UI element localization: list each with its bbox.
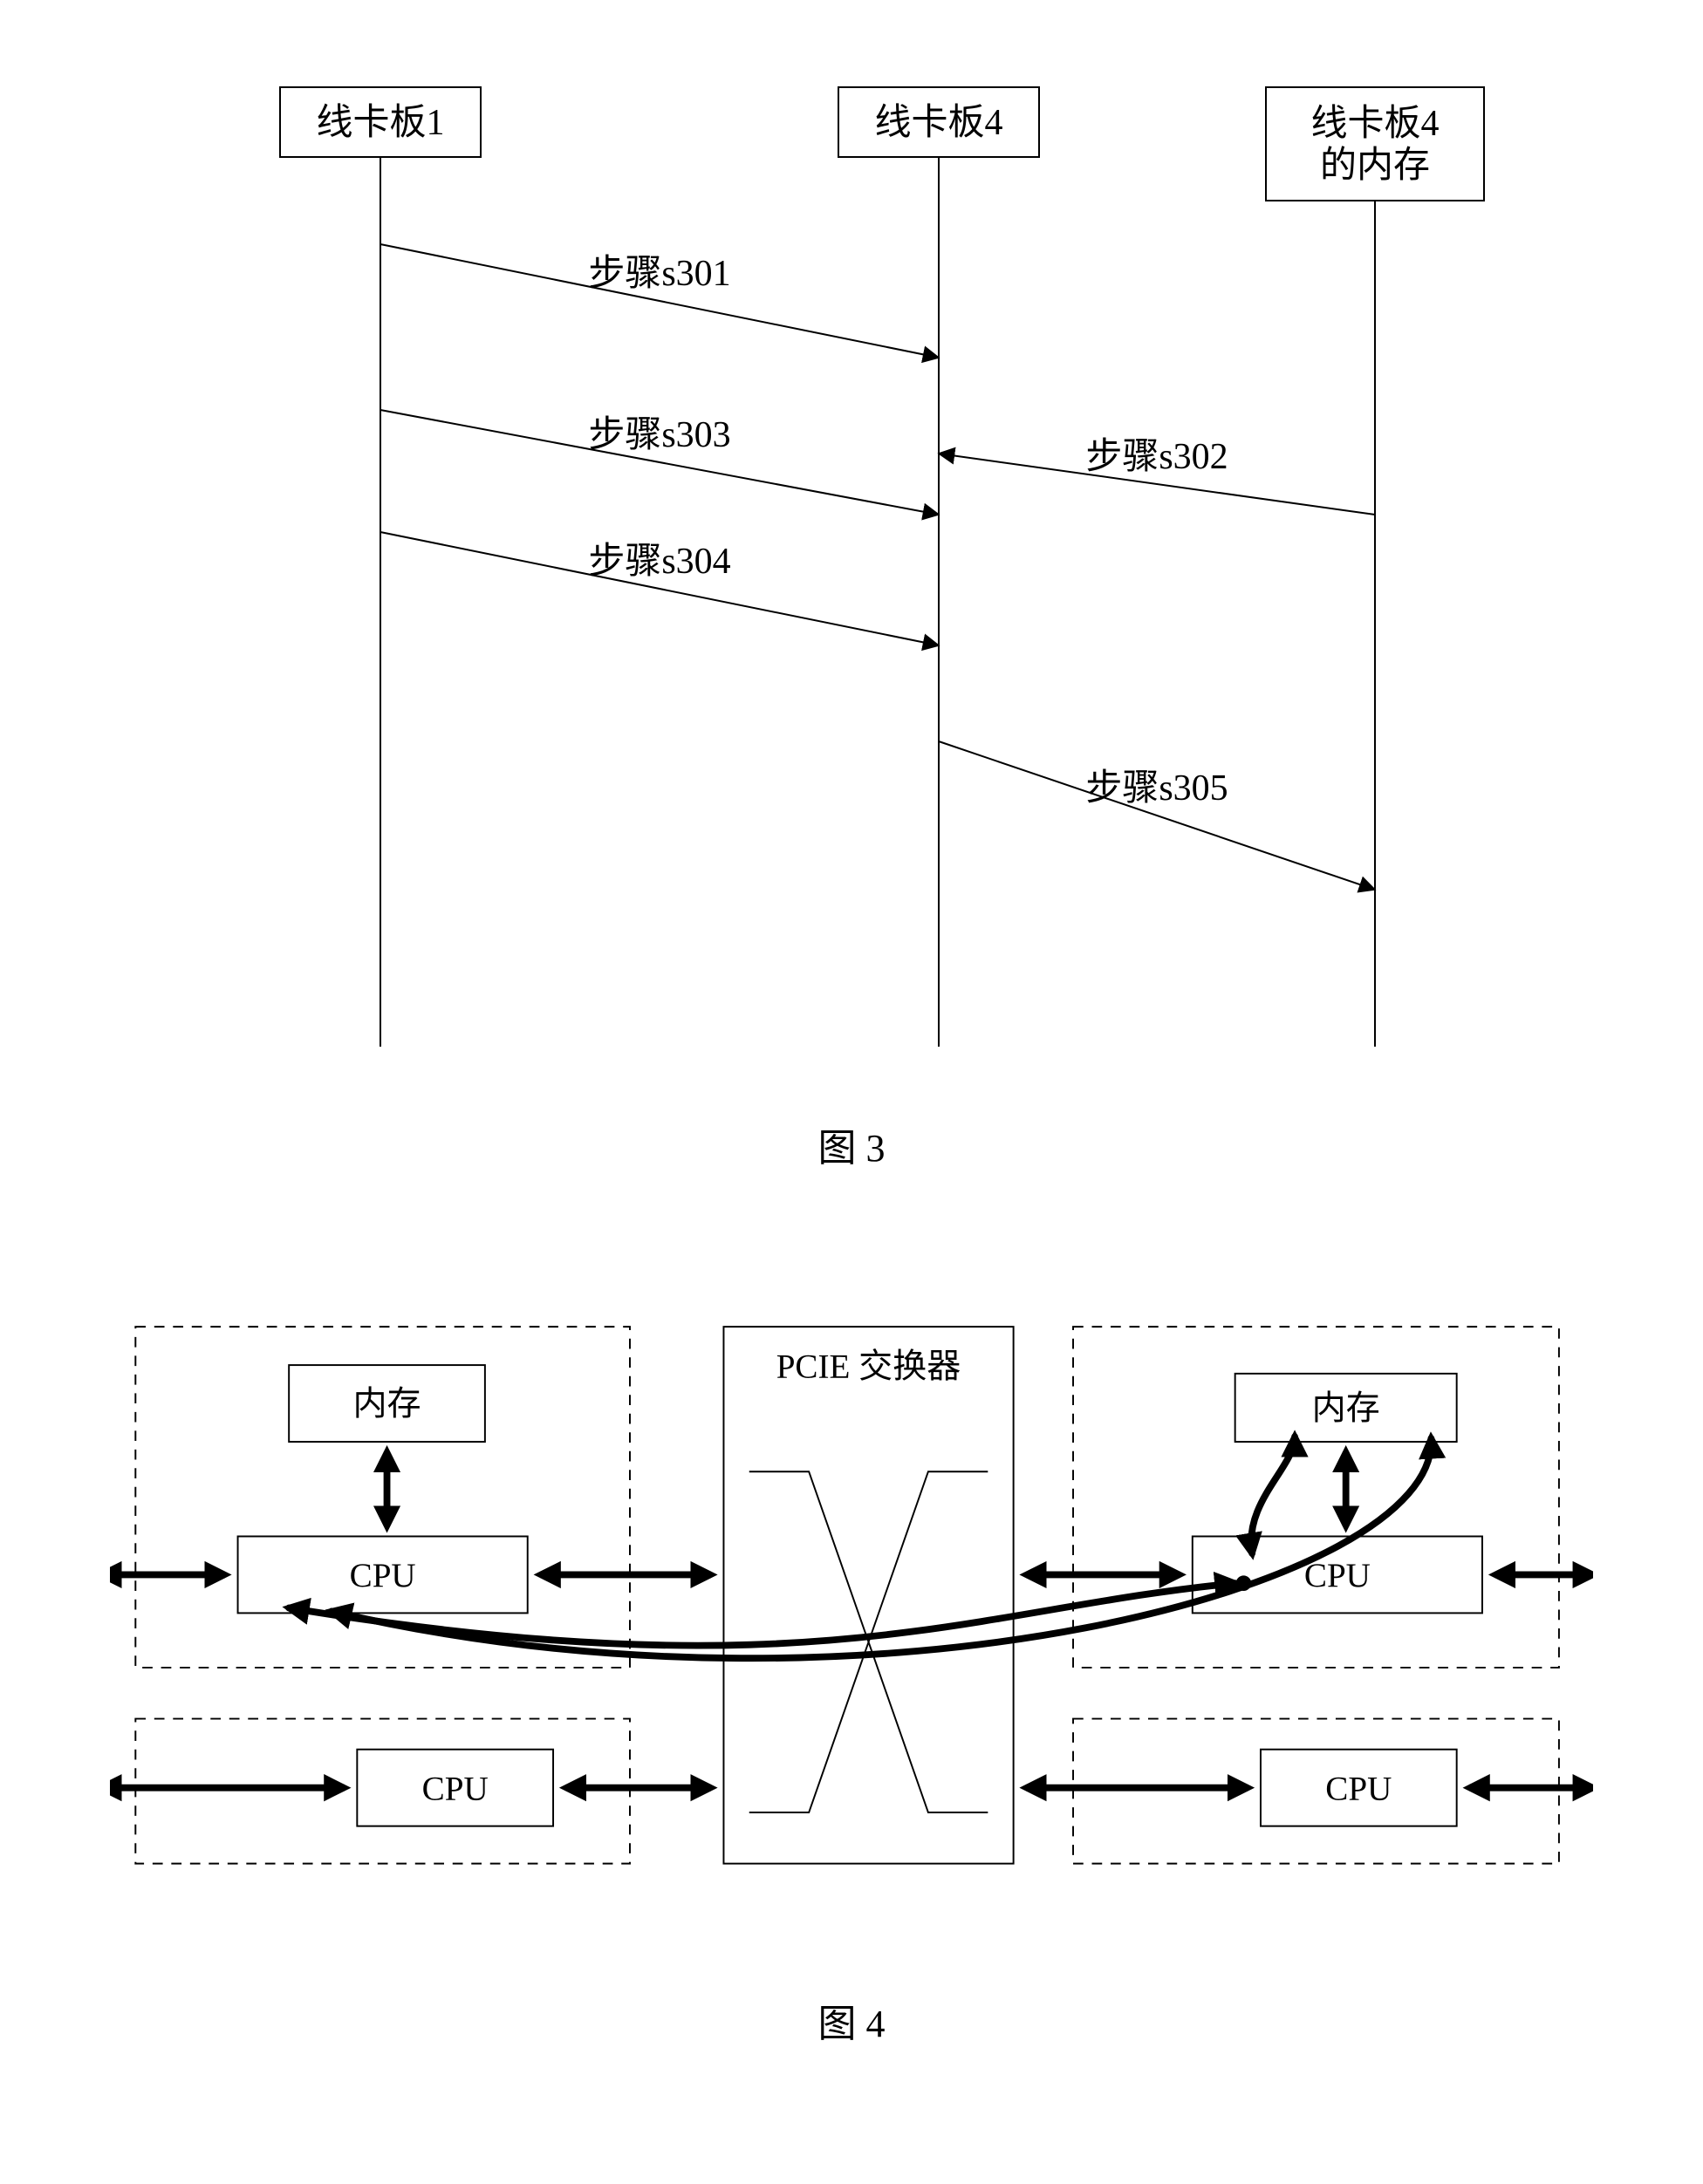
message-label: 步骤s302 <box>1085 437 1228 477</box>
cpu-label-tr: CPU <box>1304 1557 1371 1594</box>
figure-4-architecture-diagram: PCIE 交换器内存 CPU 内存 CPU CPU CPU <box>110 1259 1593 1922</box>
message-label: 步骤s305 <box>1085 768 1228 809</box>
pcie-switch-box <box>723 1327 1013 1864</box>
figure-4-caption: 图 4 <box>17 1992 1686 2048</box>
cpu-label-bl: CPU <box>422 1770 489 1807</box>
message-arrow <box>939 741 1375 890</box>
figure-3-sequence-diagram: 线卡板1线卡板4线卡板4的内存步骤s301步骤s302步骤s303步骤s304步… <box>154 35 1549 1082</box>
figure-3-caption: 图 3 <box>17 1116 1686 1172</box>
lifeline-label-mem4: 的内存 <box>1320 146 1430 186</box>
memory-label-tr: 内存 <box>1312 1390 1380 1428</box>
lifeline-label-mem4: 线卡板4 <box>1310 104 1439 144</box>
lifeline-label-lc1: 线卡板1 <box>316 103 444 143</box>
lifeline-label-lc4: 线卡板4 <box>874 103 1002 143</box>
message-label: 步骤s304 <box>588 542 730 582</box>
memory-label-tl: 内存 <box>352 1386 421 1423</box>
cpu-label-br: CPU <box>1325 1770 1392 1807</box>
message-label: 步骤s303 <box>588 415 730 455</box>
message-label: 步骤s301 <box>588 254 730 294</box>
cpu-label-tl: CPU <box>350 1557 416 1594</box>
junction-dot <box>1236 1575 1252 1591</box>
pcie-switch-label: PCIE 交换器 <box>776 1348 961 1386</box>
